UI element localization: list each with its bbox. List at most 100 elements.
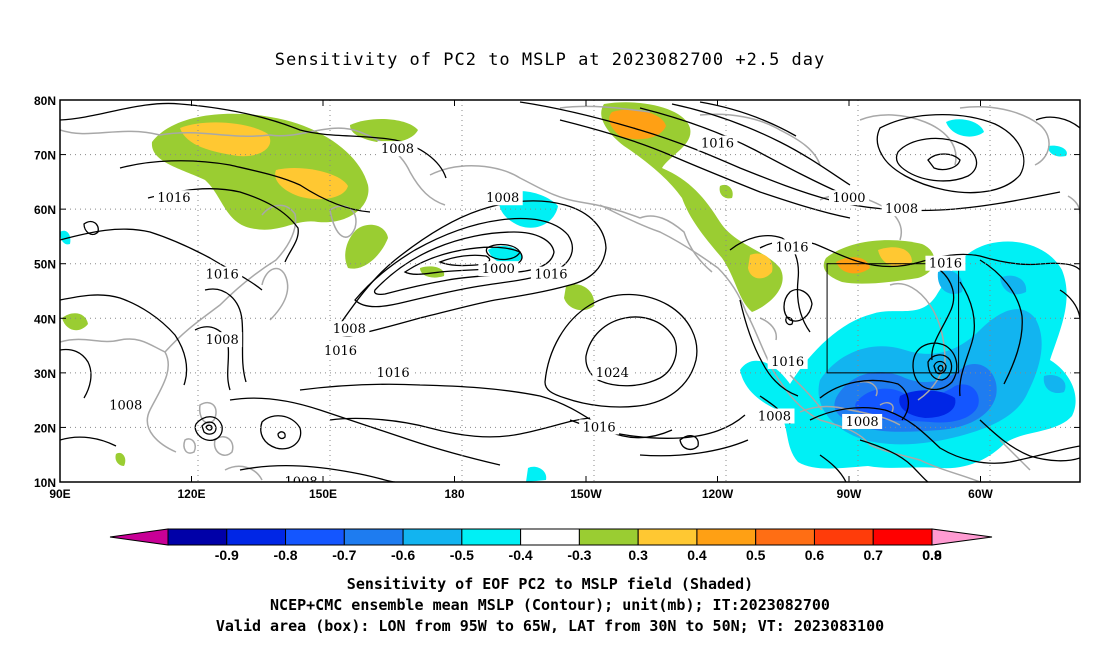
colorbar: -0.9 -0.8 -0.7 -0.6 -0.5 -0.4 -0.3 0.3 0.4 0.5 0.6… xyxy=(109,528,993,563)
caption-line-2: NCEP+CMC ensemble mean MSLP (Contour); u… xyxy=(270,596,830,614)
lon-tick-label: 90W xyxy=(837,487,862,501)
coastlines xyxy=(60,105,1080,482)
contour-label: 1016 xyxy=(583,420,616,435)
contour-label-bg xyxy=(153,190,194,206)
contour-label: 1008 xyxy=(109,399,142,414)
contour-label: 1016 xyxy=(157,191,190,206)
positive-sensitivity-shading xyxy=(62,102,935,466)
lat-tick-label: 60N xyxy=(34,203,56,217)
contour-label-bg xyxy=(202,266,243,282)
colorbar-label: 0.8 xyxy=(922,547,942,563)
contour-label: 1008 xyxy=(381,142,414,157)
contour-label: 1016 xyxy=(929,257,962,272)
lat-tick-label: 80N xyxy=(34,94,56,108)
contour-label-bg xyxy=(377,141,418,157)
lon-tick-label: 120W xyxy=(702,487,734,501)
contour-label: 1016 xyxy=(377,366,410,381)
colorbar-label: -0.8 xyxy=(273,547,297,563)
colorbar-swatch xyxy=(578,528,639,546)
axis-ticks: 90E 120E 150E 180 150W 120W 90W 60W 10N 20N 30N 40N… xyxy=(34,94,1080,501)
lon-tick-label: 180 xyxy=(444,487,464,501)
contour-label-bg xyxy=(202,332,243,348)
colorbar-swatch xyxy=(637,528,698,546)
contour-label-bg xyxy=(579,419,620,435)
contour-label: 1008 xyxy=(846,415,879,430)
colorbar-label: -0.5 xyxy=(450,547,474,563)
lat-tick-label: 70N xyxy=(34,149,56,163)
colorbar-label: -0.9 xyxy=(215,547,239,563)
contour-label-bg xyxy=(842,413,883,429)
colorbar-label: -0.6 xyxy=(391,547,415,563)
colorbar-swatch xyxy=(872,528,933,546)
contour-label: 1008 xyxy=(758,410,791,425)
lon-tick-label: 150E xyxy=(309,487,337,501)
contour-label: 1008 xyxy=(333,322,366,337)
caption-line-1: Sensitivity of EOF PC2 to MSLP field (Sh… xyxy=(346,575,754,593)
colorbar-swatch xyxy=(813,528,874,546)
colorbar-swatch xyxy=(167,528,228,546)
contour-label: 1008 xyxy=(206,333,239,348)
contour-label-bg xyxy=(772,239,813,255)
colorbar-label: 0.5 xyxy=(746,547,766,563)
colorbar-label: -0.7 xyxy=(332,547,356,563)
colorbar-label: 0.3 xyxy=(628,547,648,563)
colorbar-low-end xyxy=(109,528,169,546)
contour-label-bg xyxy=(320,343,361,359)
colorbar-swatch xyxy=(755,528,815,546)
colorbar-swatch xyxy=(696,528,757,546)
contour-label-bg xyxy=(754,408,795,424)
valid-area-box xyxy=(826,263,960,374)
lon-tick-label: 90E xyxy=(49,487,70,501)
contour-label: 1000 xyxy=(482,262,515,277)
colorbar-swatch xyxy=(343,528,404,546)
contour-label: 1008 xyxy=(285,475,318,490)
contour-label-bg xyxy=(281,474,322,482)
colorbar-swatch xyxy=(402,528,463,546)
colorbar-label: -0.3 xyxy=(567,547,591,563)
colorbar-label: -0.4 xyxy=(509,547,533,563)
contour-label: 1016 xyxy=(324,344,357,359)
lon-tick-label: 150W xyxy=(570,487,602,501)
colorbar-label: 0.4 xyxy=(687,547,707,563)
contour-label-bg xyxy=(925,255,966,271)
contour-label: 1016 xyxy=(771,355,804,370)
caption-line-3: Valid area (box): LON from 95W to 65W, L… xyxy=(215,617,885,635)
contour-label: 1000 xyxy=(832,191,865,206)
contour-label-bg xyxy=(592,364,633,380)
lon-tick-label: 120E xyxy=(177,487,205,501)
colorbar-swatch xyxy=(520,528,580,546)
negative-sensitivity-shading xyxy=(60,119,1076,482)
colorbar-label: 0.6 xyxy=(805,547,825,563)
colorbar-high-end xyxy=(931,528,993,546)
contour-label-bg xyxy=(697,135,738,151)
lat-tick-label: 40N xyxy=(34,312,56,326)
colorbar-label: 0.9 xyxy=(922,547,942,563)
lat-tick-label: 50N xyxy=(34,258,56,272)
mslp-contours xyxy=(60,101,1080,482)
contour-label-bg xyxy=(530,266,571,282)
contour-label: 1008 xyxy=(885,202,918,217)
contour-label: 1016 xyxy=(775,240,808,255)
lat-tick-label: 20N xyxy=(34,421,56,435)
caption-block: Sensitivity of EOF PC2 to MSLP field (Sh… xyxy=(0,574,1100,637)
contour-label: 1024 xyxy=(596,366,629,381)
plot-frame xyxy=(59,99,1081,483)
contour-label-bg xyxy=(767,353,808,369)
contour-label-bg xyxy=(482,190,523,206)
contour-label-bg xyxy=(478,261,519,277)
colorbar-swatch xyxy=(226,528,287,546)
contour-label-bg xyxy=(828,190,869,206)
contour-label-bg xyxy=(881,201,922,217)
contour-label-bg xyxy=(105,397,146,413)
lat-tick-label: 10N xyxy=(34,476,56,490)
contour-labels: 1008 1016 1000 1008 1016 1008 1000 1016 1016 1016… xyxy=(105,135,966,490)
map-title: Sensitivity of PC2 to MSLP at 2023082700… xyxy=(274,50,826,70)
contour-label: 1016 xyxy=(206,268,239,283)
contour-label-bg xyxy=(329,321,370,337)
contour-label: 1008 xyxy=(486,191,519,206)
contour-label-bg xyxy=(373,364,414,380)
colorbar-swatch xyxy=(285,528,345,546)
colorbar-label: 0.7 xyxy=(863,547,883,563)
lon-tick-label: 60W xyxy=(968,487,993,501)
